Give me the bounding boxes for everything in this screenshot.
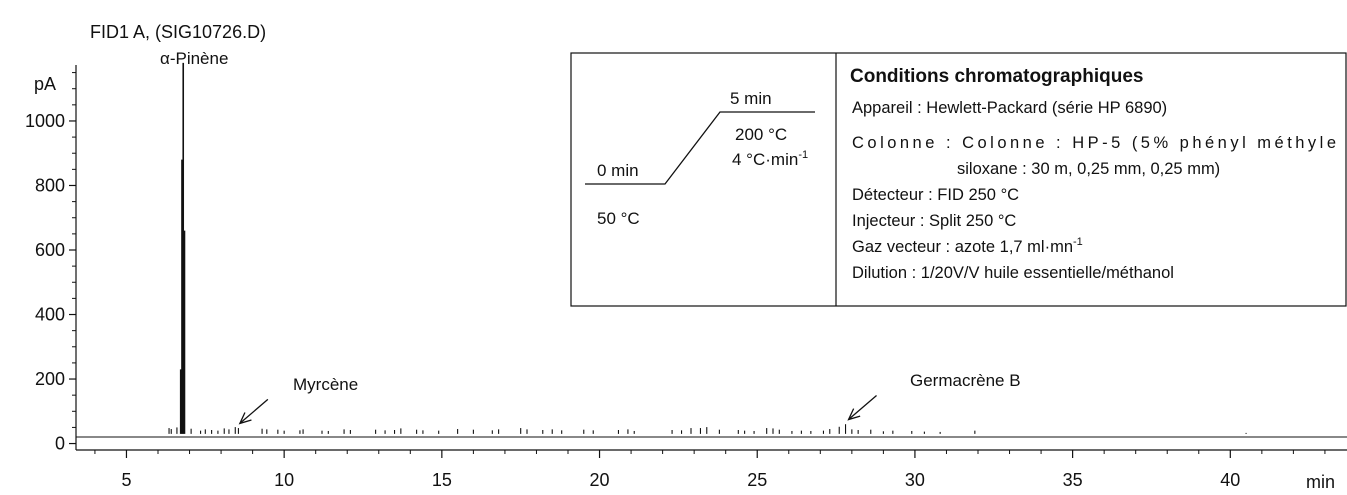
x-tick-label: 5	[121, 470, 131, 490]
annotation-arrow-shaft	[848, 395, 877, 421]
annotation-arrow-shaft	[239, 398, 269, 424]
y-tick-label: 0	[55, 434, 65, 454]
annotation-arrowhead	[847, 408, 861, 421]
x-tick-label: 25	[747, 470, 767, 490]
x-tick-label: 30	[905, 470, 925, 490]
x-tick-label: 15	[432, 470, 452, 490]
y-axis-ticks: 0 200 400 600 800 1000	[25, 72, 76, 454]
condition-detecteur: Détecteur : FID 250 °C	[852, 186, 1019, 204]
inset-frame	[570, 52, 1347, 307]
program-rate: 4 °C·min-1	[732, 149, 808, 169]
program-final-temp: 200 °C	[735, 125, 787, 144]
x-tick-label: 40	[1220, 470, 1240, 490]
chart-title: FID1 A, (SIG10726.D)	[90, 22, 266, 42]
condition-dilution: Dilution : 1/20V/V huile essentielle/mét…	[852, 264, 1174, 282]
x-axis-label: min	[1306, 472, 1335, 492]
program-initial-temp: 50 °C	[597, 209, 640, 228]
x-tick-label: 35	[1063, 470, 1083, 490]
condition-gaz-vecteur: Gaz vecteur : azote 1,7 ml·mn-1	[852, 236, 1083, 256]
y-tick-label: 600	[35, 240, 65, 260]
condition-appareil: Appareil : Hewlett-Packard (série HP 689…	[852, 99, 1167, 117]
y-tick-label: 1000	[25, 111, 65, 131]
condition-colonne-cont: siloxane : 30 m, 0,25 mm, 0,25 mm)	[957, 160, 1220, 178]
y-axis-label: pA	[34, 74, 56, 94]
myrcene-label: Myrcène	[293, 375, 358, 394]
conditions-title: Conditions chromatographiques	[850, 66, 1143, 87]
y-tick-label: 800	[35, 175, 65, 195]
program-initial-time: 0 min	[597, 161, 639, 180]
alpha-pinene-label: α-Pinène	[160, 49, 228, 68]
annotation-arrows	[238, 395, 877, 425]
program-final-time: 5 min	[730, 89, 772, 108]
y-tick-label: 200	[35, 369, 65, 389]
conditions-inset: 5 min 200 °C 4 °C·min-1 0 min 50 °C Cond…	[570, 52, 1347, 307]
annotation-arrowhead	[238, 412, 252, 425]
x-axis-ticks: 5 10 15 20 25 30 35 40	[94, 450, 1326, 490]
x-tick-label: 20	[590, 470, 610, 490]
condition-injecteur: Injecteur : Split 250 °C	[852, 212, 1016, 230]
germacrene-label: Germacrène B	[910, 371, 1021, 390]
chromatogram-peaks	[168, 62, 1247, 434]
temperature-program-line	[585, 111, 815, 185]
y-tick-label: 400	[35, 305, 65, 325]
condition-colonne: Colonne : Colonne : HP-5 (5% phényl méth…	[852, 134, 1336, 152]
x-tick-label: 10	[274, 470, 294, 490]
